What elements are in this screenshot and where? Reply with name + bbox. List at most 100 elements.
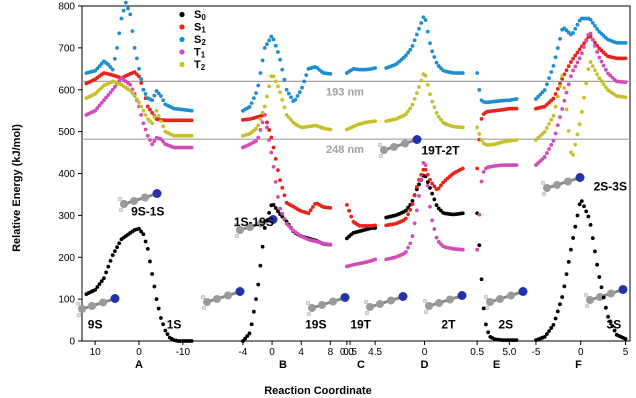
point-A-T2-27	[143, 112, 148, 117]
point-F-S0-13	[562, 284, 567, 289]
point-E-S0-18	[514, 338, 519, 343]
point-D-T2-13	[412, 96, 417, 101]
point-B-T2-10	[262, 104, 267, 109]
point-F-T2-11	[558, 84, 562, 89]
segment-label-E: E	[493, 359, 500, 371]
point-B-T1-18	[280, 211, 285, 216]
molecule-19s-atom-1	[308, 304, 316, 312]
point-D-T2-35	[460, 125, 465, 130]
point-F-T1-21	[579, 51, 584, 56]
molecule-2s-hydrogen-2	[484, 305, 490, 311]
point-E-T2-0	[475, 125, 480, 130]
point-B-S2-40	[328, 71, 333, 76]
molecule-1s-atom-3	[224, 291, 232, 300]
point-F-T2-6	[547, 121, 551, 126]
point-A-T2-22	[132, 94, 137, 98]
molecule-2t-hydrogen-1	[422, 298, 428, 304]
point-D-S1-24	[436, 186, 441, 191]
point-B-S2-5	[251, 96, 256, 101]
point-D-T1-35	[460, 247, 465, 252]
point-D-T2-22	[432, 105, 437, 110]
point-D-S2-23	[434, 60, 439, 65]
point-B-T1-13	[269, 150, 274, 155]
point-A-S2-26	[141, 87, 146, 92]
point-B-T1-40	[328, 242, 333, 247]
point-B-S1-14	[271, 145, 276, 150]
point-F-T2-25	[588, 60, 593, 64]
point-D-S2-21	[430, 49, 435, 54]
point-D-S0-12	[410, 199, 415, 203]
molecule-1s-19s	[233, 215, 278, 239]
legend-label-S2: S2	[194, 34, 206, 47]
point-E-T1-1	[477, 212, 482, 217]
point-D-T2-25	[439, 117, 443, 122]
molecule-1s-19s-atom-1	[236, 226, 244, 234]
point-E-T2-2	[479, 138, 484, 143]
molecule-19s-hydrogen-1	[305, 300, 311, 306]
point-B-S2-26	[297, 90, 302, 95]
x-tick-label-F-2: 5	[623, 347, 629, 358]
point-F-T1-13	[562, 98, 567, 103]
molecule-2t	[422, 291, 467, 315]
point-F-S0-31	[601, 295, 606, 300]
point-D-T1-14	[414, 208, 419, 213]
point-F-S1-16	[569, 60, 573, 64]
point-D-T1-18	[423, 163, 428, 167]
point-B-T2-40	[328, 127, 333, 132]
molecule-1s	[200, 287, 245, 311]
point-F-T1-28	[595, 50, 600, 54]
point-B-S0-11	[265, 218, 269, 223]
point-A-S2-15	[117, 31, 122, 36]
molecule-9s-1s	[117, 189, 162, 213]
point-C-S1-0	[344, 203, 349, 207]
point-A-S2-10	[106, 62, 111, 67]
point-F-T1-20	[577, 56, 582, 61]
annotation-A-2: 1S	[167, 317, 182, 331]
point-A-S0-14	[115, 245, 119, 250]
point-F-T2-7	[549, 117, 554, 122]
point-B-S2-28	[302, 79, 307, 84]
point-B-S2-6	[254, 91, 258, 95]
point-F-S0-19	[575, 213, 580, 218]
point-A-T1-29	[148, 138, 152, 142]
point-F-T1-15	[566, 82, 571, 87]
point-F-S2-6	[547, 76, 551, 81]
molecule-2s-3s-bond	[546, 176, 580, 190]
point-D-S2-17	[421, 15, 426, 20]
point-A-T2-20	[128, 88, 133, 93]
point-F-S0-28	[595, 262, 600, 267]
point-B-S0-0	[241, 339, 245, 343]
point-A-S1-24	[137, 74, 141, 79]
point-D-S1-18	[423, 167, 428, 172]
point-B-S1-11	[265, 120, 269, 125]
point-A-S2-20	[128, 12, 133, 17]
y-tick-label-0: 0	[69, 337, 75, 348]
point-F-S2-9	[553, 55, 558, 60]
point-B-T2-15	[273, 79, 278, 84]
point-B-S0-16	[276, 209, 280, 214]
point-F-S0-36	[612, 328, 617, 333]
x-tick-label-F-1: 0	[578, 347, 584, 358]
point-B-T2-22	[289, 118, 293, 122]
molecule-2s-3s-atom-1	[543, 184, 551, 192]
point-F-T2-31	[601, 82, 606, 87]
molecule-3s-bond	[589, 288, 623, 302]
x-tick-label-A-0: 10	[90, 347, 102, 358]
point-F-S0-18	[573, 224, 578, 229]
molecule-9s-1s-hydrogen-2	[118, 207, 124, 213]
molecule-2s-3s-atom-3	[564, 177, 572, 186]
annotation-F-1: 3S	[607, 317, 622, 331]
point-B-S1-13	[269, 135, 274, 140]
point-D-S2-14	[414, 32, 419, 37]
molecule-2s-3s-nitrogen-atom	[575, 173, 585, 182]
point-D-S1-21	[430, 181, 435, 186]
point-E-S2-0	[475, 71, 480, 75]
point-A-T1-4	[93, 108, 98, 113]
point-E-S2-1	[477, 88, 482, 92]
point-A-S2-4	[93, 69, 98, 73]
molecule-3s-atom-1	[586, 296, 594, 304]
point-F-T2-29	[597, 76, 602, 81]
molecule-19t-2t-hydrogen-2	[378, 153, 384, 159]
molecule-19s	[305, 293, 350, 317]
molecule-19t-2t-atom-1	[380, 146, 388, 154]
